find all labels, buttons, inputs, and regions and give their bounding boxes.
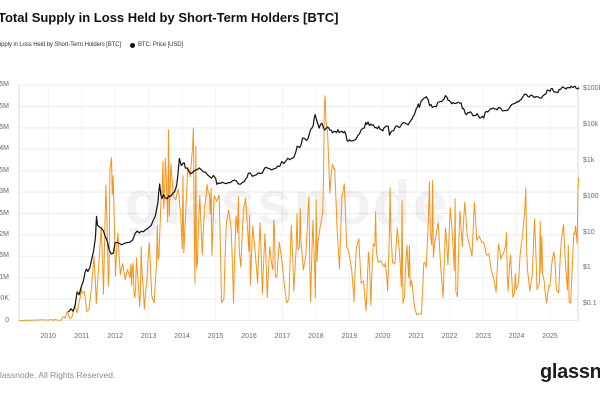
- legend-item-supply[interactable]: Supply in Loss Held by Short-Term Holder…: [0, 42, 121, 48]
- y-right-tick-label: $10k: [583, 121, 599, 129]
- y-left-tick-label: 5M: [0, 102, 9, 110]
- x-tick-label: 2018: [308, 333, 324, 340]
- y-right-tick-label: $0.1: [583, 300, 597, 308]
- y-left-tick-label: 3M: [0, 188, 9, 196]
- x-tick-label: 2011: [74, 333, 90, 340]
- x-tick-label: 2019: [341, 333, 358, 340]
- y-right-tick-label: $1: [583, 264, 591, 272]
- y-left-tick-label: 4.5M: [0, 123, 9, 131]
- page-title: Total Supply in Loss Held by Short-Term …: [0, 10, 339, 25]
- x-tick-label: 2013: [140, 333, 157, 340]
- x-tick-label: 2023: [475, 333, 491, 340]
- glassnode-watermark-text: glassnode: [125, 169, 450, 238]
- y-left-tick-label: 1M: [0, 273, 9, 281]
- legend-price-dot-icon: [130, 42, 135, 48]
- x-tick-label: 2022: [441, 333, 458, 340]
- y-left-tick-label: 4M: [0, 145, 9, 153]
- y-right-tick-label: $100: [583, 192, 599, 200]
- y-right-tick-label: $100k: [583, 85, 600, 93]
- legend: Supply in Loss Held by Short-Term Holder…: [0, 42, 600, 52]
- legend-price-label: BTC: Price [USD]: [138, 42, 184, 48]
- x-tick-label: 2021: [408, 333, 425, 340]
- copyright-text: lassnode. All Rights Reserved.: [0, 370, 116, 380]
- supply-in-loss-series-line: [19, 95, 580, 321]
- x-tick-label: 2016: [241, 333, 257, 340]
- y-right-tick-label: $1k: [583, 157, 595, 164]
- x-tick-label: 2024: [508, 333, 525, 340]
- y-left-tick-label: 5.5M: [0, 81, 9, 89]
- legend-supply-label: Supply in Loss Held by Short-Term Holder…: [0, 42, 122, 48]
- x-tick-label: 2012: [107, 333, 123, 340]
- x-tick-label: 2015: [207, 333, 224, 340]
- x-tick-label: 2017: [274, 333, 291, 340]
- x-tick-label: 2014: [174, 333, 190, 340]
- x-tick-label: 2020: [375, 333, 391, 340]
- y-left-tick-label: 0: [5, 316, 9, 324]
- y-left-tick-label: 1.5M: [0, 252, 9, 260]
- btc-price-series-line: [67, 85, 580, 313]
- y-left-tick-label: 2M: [0, 230, 9, 238]
- y-left-tick-label: 500K: [0, 295, 9, 303]
- y-right-tick-label: $10: [583, 228, 595, 236]
- x-tick-label: 2010: [40, 333, 57, 340]
- legend-item-price[interactable]: BTC: Price [USD]: [130, 42, 183, 48]
- y-left-tick-label: 3.5M: [0, 166, 9, 174]
- glassnode-logo: glassnode: [540, 361, 600, 383]
- x-tick-label: 2025: [542, 333, 558, 340]
- y-left-tick-label: 2.5M: [0, 209, 9, 217]
